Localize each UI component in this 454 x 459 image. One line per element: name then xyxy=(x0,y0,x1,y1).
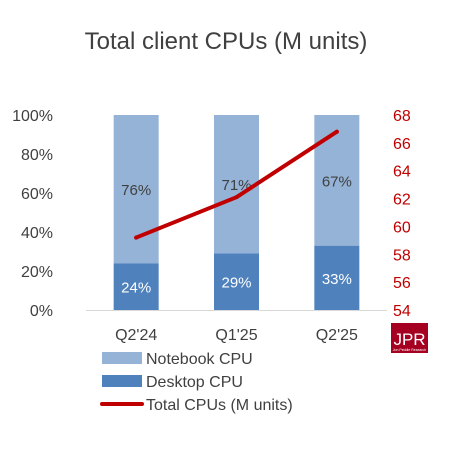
total-cpus-point xyxy=(334,129,339,134)
x-tick-label: Q2'24 xyxy=(115,327,157,344)
plot-area: 0% 20% 40% 60% 80% 100% 54 56 58 60 62 64 66 68 24% 76%… xyxy=(12,108,411,344)
y-left-tick-label: 80% xyxy=(21,147,53,164)
y-left-tick-label: 40% xyxy=(21,225,53,242)
notebook-data-label: 76% xyxy=(121,182,151,199)
legend-label: Total CPUs (M units) xyxy=(146,397,293,414)
notebook-bar xyxy=(314,115,360,246)
x-tick-label: Q1'25 xyxy=(215,327,257,344)
y-left-tick-label: 60% xyxy=(21,186,53,203)
desktop-data-label: 24% xyxy=(121,280,151,297)
legend: Notebook CPU Desktop CPU Total CPUs (M uni… xyxy=(100,351,293,414)
y-right-tick-label: 56 xyxy=(393,275,411,292)
legend-label: Desktop CPU xyxy=(146,374,243,391)
y-left-tick-label: 20% xyxy=(21,264,53,281)
notebook-data-label: 67% xyxy=(322,173,352,190)
logo-background xyxy=(391,323,428,353)
notebook-bar xyxy=(214,115,259,254)
logo-text: JPR xyxy=(393,330,425,349)
y-right-tick-label: 68 xyxy=(393,108,411,125)
legend-swatch-notebook xyxy=(102,352,142,364)
y-right-tick-label: 58 xyxy=(393,247,411,264)
total-cpus-point xyxy=(234,195,239,200)
y-left-tick-label: 100% xyxy=(12,108,53,125)
y-right-tick-label: 64 xyxy=(393,164,411,181)
desktop-bar xyxy=(314,245,360,310)
desktop-bar xyxy=(214,253,259,310)
y-left-tick-label: 0% xyxy=(30,303,53,320)
y-right-tick-label: 62 xyxy=(393,192,411,209)
y-right-tick-label: 66 xyxy=(393,136,411,153)
logo-subtext: Jon Peddie Research xyxy=(393,348,427,352)
x-tick-label: Q2'25 xyxy=(316,327,358,344)
y-right-tick-label: 54 xyxy=(393,303,411,320)
desktop-data-label: 29% xyxy=(221,275,251,292)
total-cpus-point xyxy=(134,235,139,240)
legend-swatch-desktop xyxy=(102,375,142,387)
y-right-tick-label: 60 xyxy=(393,219,411,236)
legend-label: Notebook CPU xyxy=(146,351,253,368)
desktop-data-label: 33% xyxy=(322,271,352,288)
desktop-bar xyxy=(113,263,159,310)
chart-title: Total client CPUs (M units) xyxy=(85,28,368,55)
